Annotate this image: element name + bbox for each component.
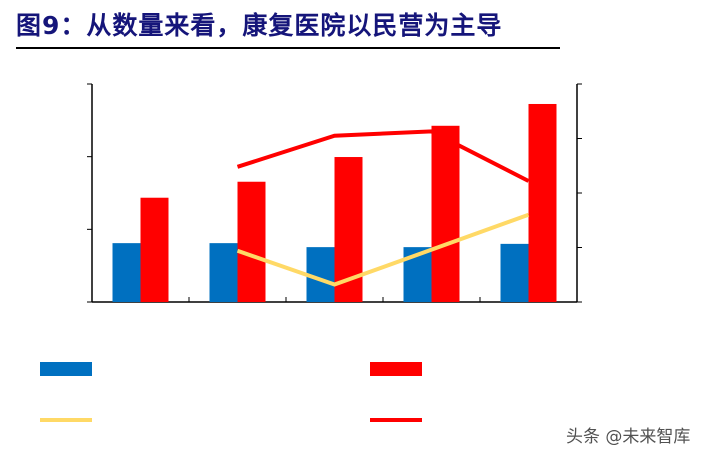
- private-yoy-line: [236, 129, 530, 183]
- private-bar: [528, 103, 557, 302]
- watermark: 头条 @未来智库: [566, 427, 691, 447]
- private-bar: [140, 197, 169, 302]
- chart-title: 图9：从数量来看，康复医院以民营为主导: [16, 11, 503, 40]
- public-yoy-line: [236, 212, 530, 287]
- title-rule: [16, 47, 560, 49]
- legend-swatch: [370, 362, 422, 376]
- public-bar: [112, 243, 141, 302]
- legend-swatch: [40, 362, 92, 376]
- private-bar: [237, 181, 266, 302]
- private-bar: [431, 125, 460, 303]
- public-bar: [500, 243, 529, 302]
- public-bar: [209, 243, 238, 302]
